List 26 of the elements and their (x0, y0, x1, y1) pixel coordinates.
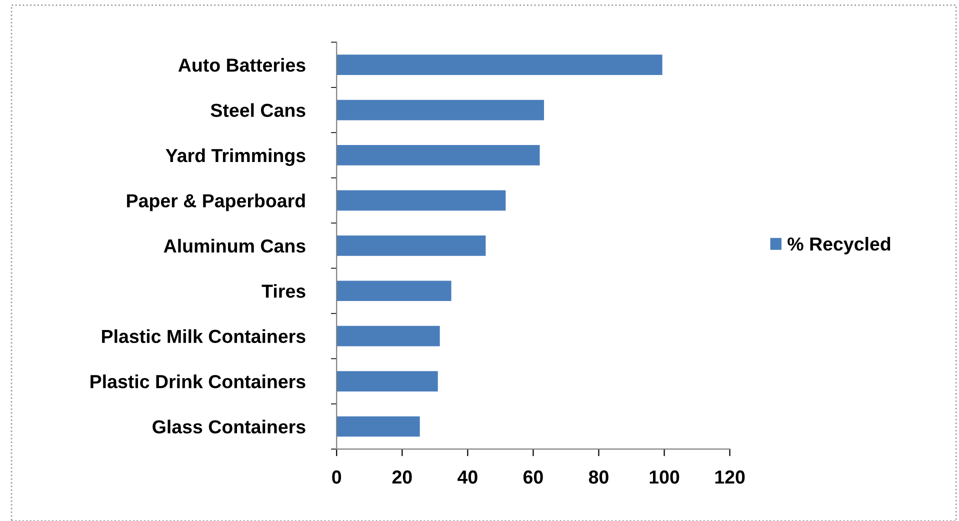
bar (336, 54, 662, 75)
bar (336, 100, 544, 120)
x-tick-label: 40 (458, 470, 478, 484)
y-tick-label: Aluminum Cans (164, 238, 306, 253)
bar (336, 326, 440, 346)
bar (336, 280, 452, 302)
y-tick-label: Auto Batteries (178, 58, 306, 72)
y-tick-label: Glass Containers (152, 420, 306, 434)
legend-label: % Recycled (788, 236, 890, 254)
y-tick-label: Steel Cans (210, 103, 306, 117)
y-tick-label: Yard Trimmings (166, 148, 306, 166)
x-tick-label: 20 (392, 470, 412, 484)
y-tick-label: Tires (262, 284, 306, 298)
x-tick-label: 60 (523, 470, 543, 484)
bar (336, 145, 540, 166)
bar (336, 190, 506, 211)
x-tick-label: 80 (588, 470, 608, 484)
y-tick-label: Plastic Drink Containers (90, 374, 306, 388)
bar (336, 416, 420, 437)
bar (336, 371, 438, 392)
y-tick-label: Paper & Paperboard (127, 194, 305, 212)
y-tick-label: Plastic Milk Containers (102, 329, 306, 344)
bar (336, 235, 486, 256)
x-tick-label: 120 (715, 470, 745, 484)
x-tick-label: 0 (332, 470, 342, 484)
x-tick-label: 100 (650, 470, 680, 484)
